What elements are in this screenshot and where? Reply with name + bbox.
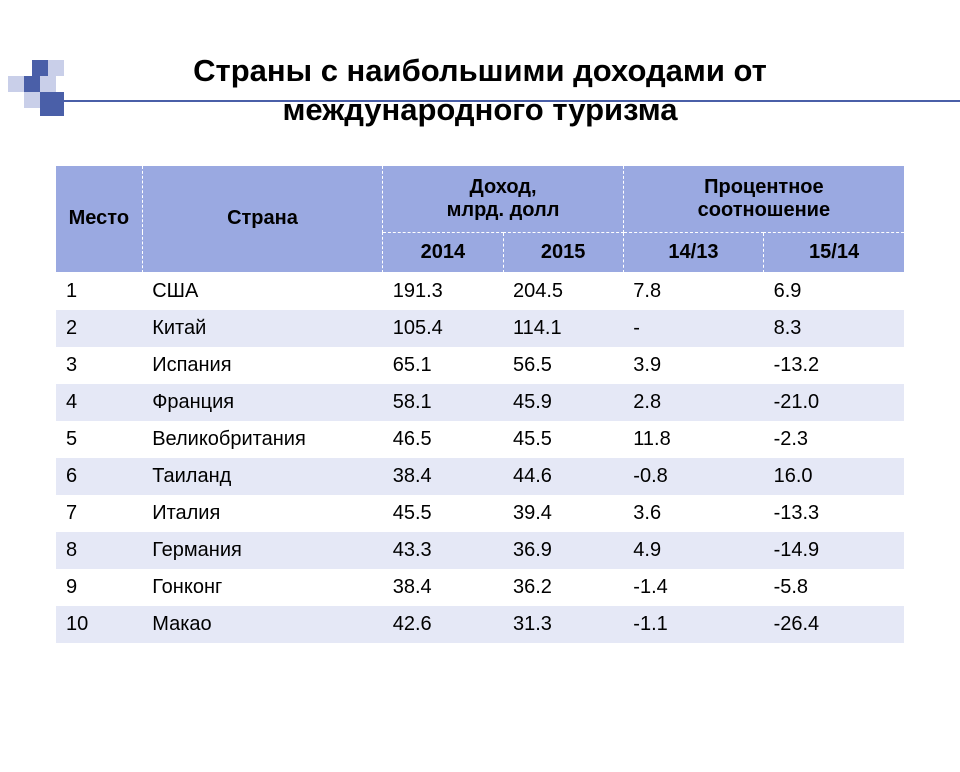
table-row: 4Франция58.145.92.8-21.0: [56, 384, 904, 421]
cell-country: Гонконг: [142, 569, 383, 606]
cell-country: Италия: [142, 495, 383, 532]
table-row: 8Германия43.336.94.9-14.9: [56, 532, 904, 569]
col-header-income-label: Доход,млрд. долл: [447, 176, 560, 221]
col-sub-2015: 2015: [503, 232, 623, 272]
cell-rank: 7: [56, 495, 142, 532]
table-row: 5Великобритания46.545.511.8-2.3: [56, 421, 904, 458]
cell-country: Испания: [142, 347, 383, 384]
table-body: 1США191.3204.57.86.92Китай105.4114.1-8.3…: [56, 272, 904, 643]
cell-1413: 11.8: [623, 421, 763, 458]
cell-1514: -5.8: [764, 569, 904, 606]
table-row: 10Макао42.631.3-1.1-26.4: [56, 606, 904, 643]
col-header-percent-label: Процентноесоотношение: [698, 176, 830, 221]
cell-rank: 8: [56, 532, 142, 569]
cell-1514: -26.4: [764, 606, 904, 643]
table-row: 7Италия45.539.43.6-13.3: [56, 495, 904, 532]
cell-1413: 3.9: [623, 347, 763, 384]
col-header-percent: Процентноесоотношение: [623, 166, 904, 233]
cell-2014: 42.6: [383, 606, 503, 643]
cell-country: США: [142, 272, 383, 310]
cell-2014: 191.3: [383, 272, 503, 310]
cell-country: Китай: [142, 310, 383, 347]
cell-1413: 2.8: [623, 384, 763, 421]
cell-1514: 16.0: [764, 458, 904, 495]
cell-rank: 6: [56, 458, 142, 495]
cell-2015: 45.9: [503, 384, 623, 421]
table-row: 2Китай105.4114.1-8.3: [56, 310, 904, 347]
table-row: 1США191.3204.57.86.9: [56, 272, 904, 310]
cell-2015: 204.5: [503, 272, 623, 310]
cell-2014: 46.5: [383, 421, 503, 458]
cell-1514: 8.3: [764, 310, 904, 347]
cell-country: Великобритания: [142, 421, 383, 458]
cell-1413: 7.8: [623, 272, 763, 310]
cell-2015: 31.3: [503, 606, 623, 643]
cell-1413: -1.1: [623, 606, 763, 643]
cell-1413: -0.8: [623, 458, 763, 495]
cell-2015: 44.6: [503, 458, 623, 495]
cell-2014: 43.3: [383, 532, 503, 569]
col-header-income: Доход,млрд. долл: [383, 166, 624, 233]
cell-rank: 1: [56, 272, 142, 310]
table-row: 9Гонконг38.436.2-1.4-5.8: [56, 569, 904, 606]
cell-1514: -21.0: [764, 384, 904, 421]
cell-1413: -1.4: [623, 569, 763, 606]
cell-rank: 9: [56, 569, 142, 606]
cell-2015: 36.9: [503, 532, 623, 569]
cell-2014: 45.5: [383, 495, 503, 532]
cell-2014: 105.4: [383, 310, 503, 347]
title-line-1: Страны с наибольшими доходами от: [193, 53, 767, 88]
tourism-income-table-wrap: Место Страна Доход,млрд. долл Процентное…: [56, 166, 904, 643]
cell-2014: 58.1: [383, 384, 503, 421]
title-line-2: международного туризма: [282, 92, 677, 127]
cell-rank: 4: [56, 384, 142, 421]
cell-1514: -2.3: [764, 421, 904, 458]
col-header-rank: Место: [56, 166, 142, 273]
cell-2014: 38.4: [383, 569, 503, 606]
cell-2015: 56.5: [503, 347, 623, 384]
cell-2015: 114.1: [503, 310, 623, 347]
table-row: 6Таиланд38.444.6-0.816.0: [56, 458, 904, 495]
cell-1514: 6.9: [764, 272, 904, 310]
cell-2015: 36.2: [503, 569, 623, 606]
cell-1413: 3.6: [623, 495, 763, 532]
cell-1514: -13.3: [764, 495, 904, 532]
cell-rank: 3: [56, 347, 142, 384]
tourism-income-table: Место Страна Доход,млрд. долл Процентное…: [56, 166, 904, 643]
cell-1514: -14.9: [764, 532, 904, 569]
cell-2014: 65.1: [383, 347, 503, 384]
cell-2015: 39.4: [503, 495, 623, 532]
cell-1413: -: [623, 310, 763, 347]
cell-1514: -13.2: [764, 347, 904, 384]
col-sub-1514: 15/14: [764, 232, 904, 272]
cell-2014: 38.4: [383, 458, 503, 495]
table-row: 3Испания65.156.53.9-13.2: [56, 347, 904, 384]
col-header-country: Страна: [142, 166, 383, 273]
page-title: Страны с наибольшими доходами от междуна…: [0, 52, 960, 130]
cell-rank: 10: [56, 606, 142, 643]
cell-country: Таиланд: [142, 458, 383, 495]
cell-country: Германия: [142, 532, 383, 569]
cell-rank: 5: [56, 421, 142, 458]
cell-rank: 2: [56, 310, 142, 347]
cell-2015: 45.5: [503, 421, 623, 458]
cell-country: Франция: [142, 384, 383, 421]
cell-country: Макао: [142, 606, 383, 643]
col-sub-2014: 2014: [383, 232, 503, 272]
cell-1413: 4.9: [623, 532, 763, 569]
col-sub-1413: 14/13: [623, 232, 763, 272]
